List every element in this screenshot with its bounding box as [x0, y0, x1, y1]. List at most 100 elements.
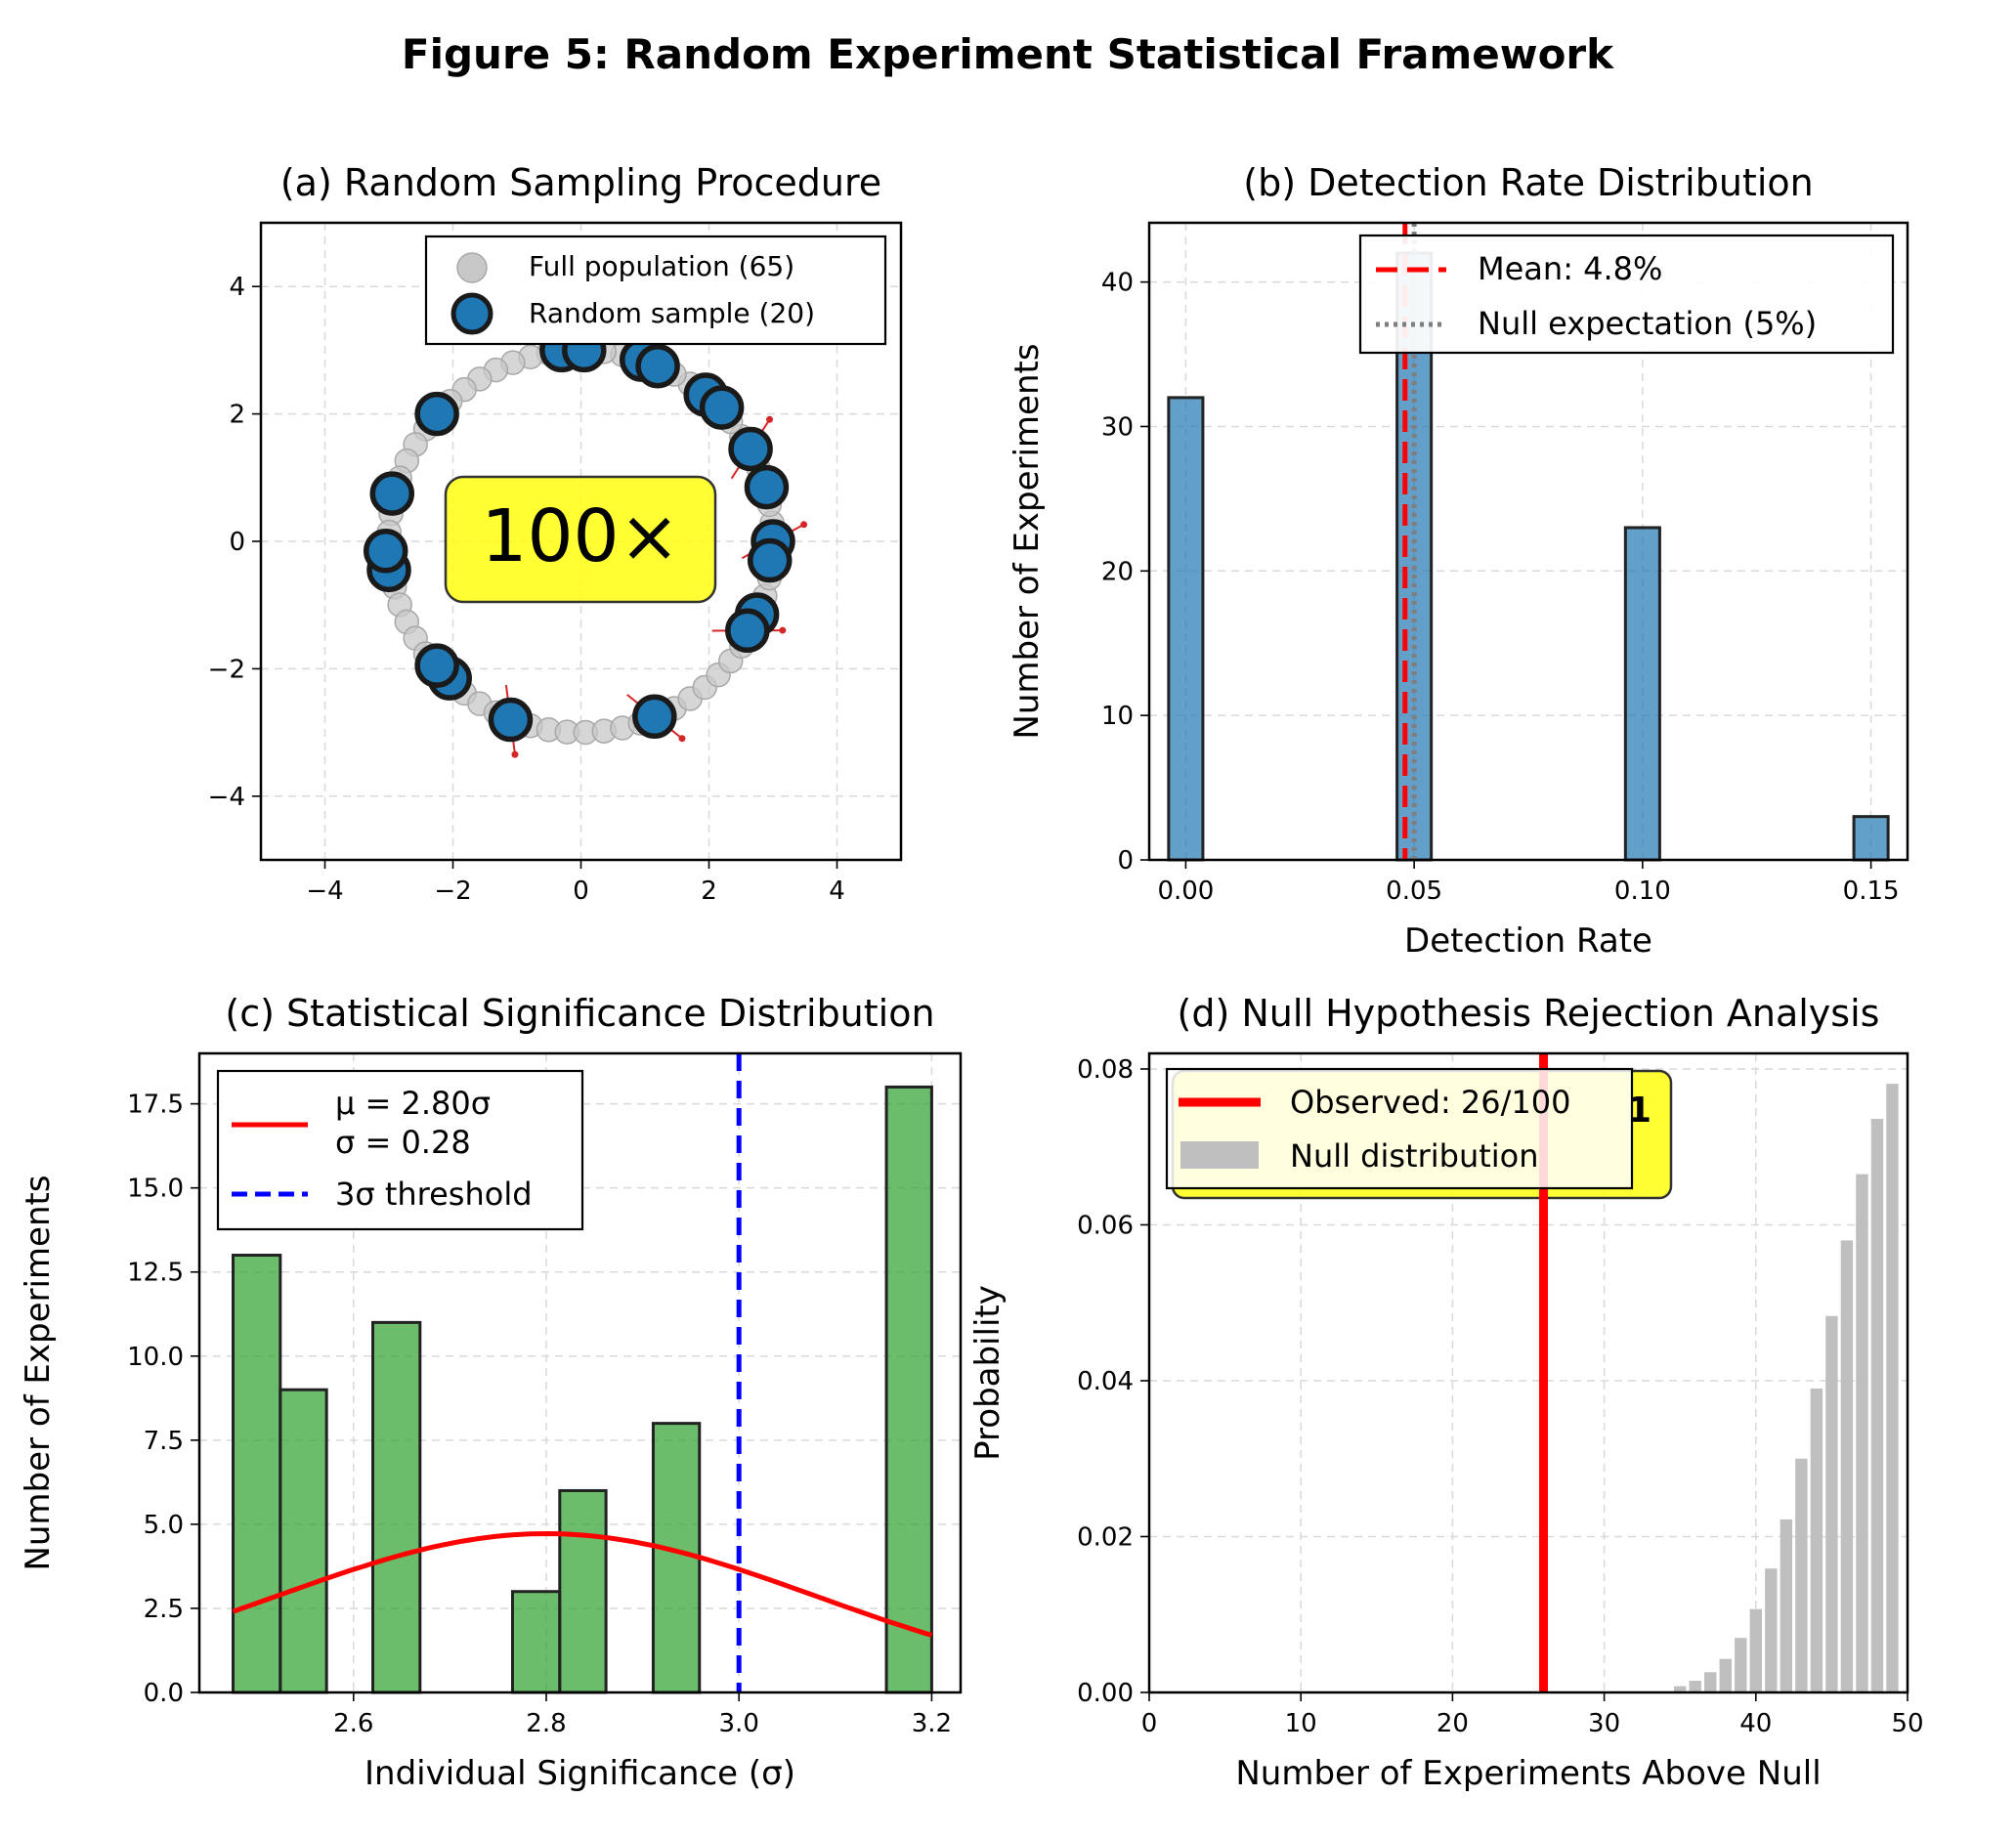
y-tick-label: 15.0 — [127, 1175, 184, 1204]
legend-threshold-label: 3σ threshold — [335, 1176, 533, 1213]
sample-arrow-head — [766, 415, 774, 423]
x-tick-label: 10 — [1285, 1709, 1317, 1738]
y-tick-label: −4 — [208, 783, 245, 812]
x-tick-label: 2.6 — [333, 1709, 373, 1738]
legend-null-marker — [1180, 1141, 1259, 1169]
y-tick-label: 20 — [1101, 557, 1134, 586]
sample-point — [488, 697, 534, 743]
legend-box — [216, 1069, 584, 1231]
null-distribution-bar — [1780, 1519, 1793, 1692]
histogram-bar — [558, 1488, 608, 1694]
histogram-bar — [279, 1388, 328, 1694]
sample-point — [369, 471, 415, 516]
plot-frame — [1147, 221, 1909, 862]
y-tick-label: 10.0 — [127, 1343, 184, 1372]
panel-title: (b) Detection Rate Distribution — [1243, 161, 1813, 204]
legend-box — [424, 235, 887, 346]
panel-title: (a) Random Sampling Procedure — [280, 161, 881, 204]
null-distribution-bar — [1840, 1240, 1854, 1692]
panel-title: (d) Null Hypothesis Rejection Analysis — [1178, 992, 1880, 1035]
null-distribution-bar — [1735, 1638, 1747, 1692]
panel-d-null-rejection: 0 10 20 30 40 50 0.00 0.02 0.04 0.06 0.08 (d) Null … — [968, 992, 1924, 1793]
null-distribution-bar — [1856, 1174, 1868, 1692]
x-tick-label: 40 — [1739, 1709, 1772, 1738]
sample-arrow-head — [800, 521, 808, 529]
histogram-bar — [1852, 815, 1890, 862]
legend-population-marker — [456, 252, 488, 283]
panel-c-significance: 2.6 2.8 3.0 3.2 0.0 2.5 5.0 7.5 10.0 12.5 15.0 17.5… — [19, 992, 963, 1793]
x-tick-label: 3.0 — [719, 1709, 759, 1738]
histogram-bar — [370, 1320, 422, 1694]
histogram-bar — [510, 1590, 562, 1694]
legend-observed-label: Observed: 26/100 — [1290, 1084, 1570, 1121]
annotation-label: 100× — [481, 494, 679, 578]
null-distribution-bar — [1749, 1608, 1763, 1692]
histogram-bar — [884, 1085, 933, 1694]
x-tick-label: 0.05 — [1386, 877, 1442, 906]
x-tick-label: 0 — [573, 877, 589, 906]
y-tick-label: 2 — [229, 401, 245, 430]
y-tick-label: 0 — [1117, 846, 1134, 876]
legend-null-label: Null expectation (5%) — [1478, 305, 1817, 342]
y-axis-label: Number of Experiments — [1008, 343, 1047, 739]
x-axis-label: Individual Significance (σ) — [365, 1754, 795, 1793]
x-tick-label: 2 — [701, 877, 717, 906]
y-tick-label: 0.04 — [1077, 1367, 1134, 1396]
null-distribution-bar — [1886, 1084, 1899, 1692]
y-axis-label: Number of Experiments — [19, 1175, 58, 1570]
legend-mean-label: Mean: 4.8% — [1478, 250, 1662, 287]
null-distribution-bar — [1719, 1658, 1732, 1692]
plot-frame — [197, 1051, 963, 1694]
null-distribution-bar — [1765, 1568, 1778, 1692]
y-tick-label: 40 — [1101, 269, 1134, 298]
y-tick-label: 0 — [229, 528, 245, 557]
y-tick-label: −2 — [208, 655, 245, 684]
y-tick-label: 17.5 — [127, 1091, 184, 1120]
x-tick-label: 50 — [1891, 1709, 1923, 1738]
sample-point — [632, 694, 677, 740]
sample-point — [744, 464, 790, 510]
legend-population-label: Full population (65) — [529, 250, 794, 282]
y-tick-label: 5.0 — [144, 1511, 184, 1540]
x-tick-label: 0.15 — [1843, 877, 1900, 906]
sample-point — [635, 343, 680, 389]
sample-point — [747, 537, 793, 583]
x-axis-label: Number of Experiments Above Null — [1235, 1754, 1821, 1793]
plot-frame — [1147, 1051, 1909, 1694]
legend-sample-label: Random sample (20) — [529, 297, 815, 329]
legend-sample-marker — [450, 292, 493, 335]
histogram-bar — [1167, 396, 1205, 862]
legend-fit-sigma: σ = 0.28 — [335, 1124, 471, 1161]
y-tick-label: 4 — [229, 273, 245, 302]
legend-fit-mu: μ = 2.80σ — [335, 1085, 491, 1122]
x-tick-label: 0.00 — [1157, 877, 1214, 906]
panel-b-detection-rate: 0.00 0.05 0.10 0.15 0 10 20 30 40 (b) Detection R… — [1008, 161, 1909, 961]
sample-point — [699, 385, 745, 430]
sample-point — [728, 426, 773, 472]
panel-title: (c) Statistical Significance Distributio… — [225, 992, 934, 1035]
x-tick-label: 3.2 — [912, 1709, 952, 1738]
null-distribution-bar — [1689, 1681, 1701, 1692]
histogram-bar — [651, 1422, 702, 1694]
null-distribution-bar — [1825, 1315, 1838, 1692]
sample-arrow-head — [511, 750, 519, 758]
legend-null-label: Null distribution — [1290, 1137, 1539, 1175]
y-axis-label: Probability — [968, 1285, 1008, 1461]
y-tick-label: 10 — [1101, 702, 1134, 731]
null-distribution-bar — [1673, 1686, 1687, 1692]
plot-frame — [259, 221, 903, 862]
null-distribution-bar — [1704, 1672, 1717, 1692]
sample-point — [414, 643, 459, 688]
y-tick-label: 2.5 — [144, 1595, 184, 1624]
x-axis-label: Detection Rate — [1404, 921, 1652, 961]
sample-point — [725, 608, 770, 654]
y-tick-label: 0.00 — [1077, 1679, 1134, 1708]
x-tick-label: −4 — [306, 877, 343, 906]
y-tick-label: 7.5 — [144, 1427, 184, 1456]
x-tick-label: 2.8 — [526, 1709, 566, 1738]
y-tick-label: 30 — [1101, 412, 1134, 442]
null-distribution-bar — [1795, 1458, 1808, 1692]
sample-arrow-head — [678, 735, 686, 743]
annotation-box — [444, 475, 717, 604]
